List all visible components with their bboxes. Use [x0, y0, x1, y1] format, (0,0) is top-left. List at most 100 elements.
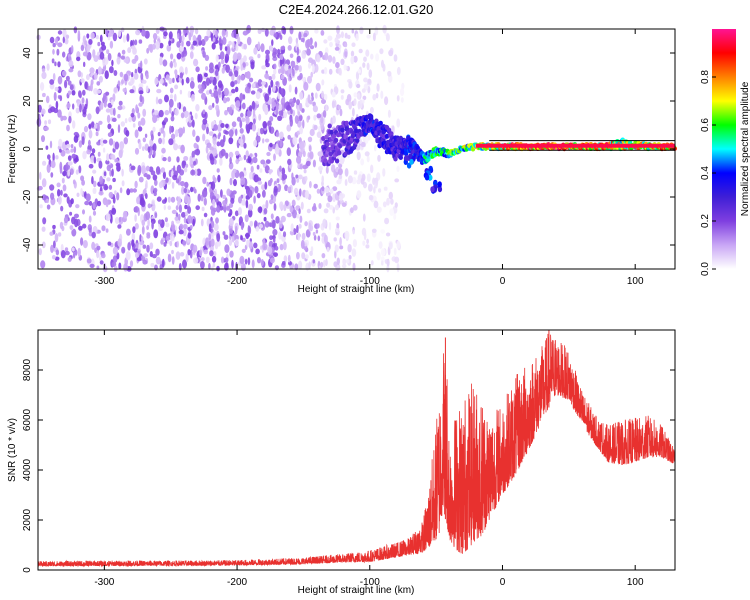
- heatmap-cell: [116, 252, 120, 260]
- heatmap-cell: [380, 256, 385, 263]
- heatmap-cell: [209, 89, 212, 94]
- heatmap-cell: [190, 186, 194, 193]
- heatmap-cell: [181, 186, 185, 195]
- heatmap-cell: [117, 105, 123, 111]
- heatmap-cell: [241, 102, 246, 110]
- heatmap-cell: [158, 137, 163, 145]
- heatmap-cell: [184, 204, 188, 210]
- heatmap-cell: [142, 259, 148, 265]
- snr-series: [37, 330, 676, 568]
- heatmap-cell: [343, 64, 347, 71]
- heatmap-cell: [117, 29, 122, 37]
- heatmap-cell: [341, 202, 347, 207]
- heatmap-cell: [170, 60, 173, 69]
- heatmap-cell: [71, 90, 76, 96]
- heatmap-cell: [100, 137, 105, 147]
- heatmap-cell: [81, 136, 85, 146]
- heatmap-cell: [228, 238, 233, 246]
- heatmap-cell: [278, 231, 282, 240]
- heatmap-cell: [192, 35, 197, 43]
- spectrogram-y-axis-label: Frequency (Hz): [7, 115, 18, 184]
- heatmap-cell: [69, 225, 74, 230]
- heatmap-cell: [110, 99, 114, 106]
- heatmap-cell: [362, 213, 366, 222]
- heatmap-cell: [278, 86, 282, 95]
- colorbar-tick-label: 0.2: [700, 214, 711, 228]
- heatmap-cell: [88, 139, 91, 147]
- heatmap-cell: [263, 208, 268, 215]
- heatmap-cell: [239, 255, 245, 265]
- heatmap-cell: [241, 237, 246, 242]
- heatmap-cell: [92, 180, 97, 188]
- heatmap-cell: [205, 77, 210, 86]
- heatmap-cell: [59, 95, 63, 102]
- heatmap-cell: [356, 190, 362, 199]
- heatmap-cell: [162, 157, 167, 162]
- heatmap-cell: [55, 249, 60, 256]
- heatmap-cell: [62, 51, 66, 58]
- heatmap-cell: [206, 126, 209, 135]
- heatmap-cell: [288, 84, 292, 93]
- heatmap-cell: [247, 257, 251, 266]
- heatmap-cell: [165, 235, 170, 242]
- heatmap-cell: [177, 201, 180, 206]
- heatmap-cell: [83, 125, 89, 133]
- heatmap-cell: [146, 244, 150, 253]
- heatmap-cell: [111, 207, 117, 215]
- heatmap-cell: [267, 246, 273, 255]
- heatmap-cell: [108, 184, 113, 190]
- heatmap-cell: [164, 82, 168, 87]
- heatmap-cell: [105, 91, 110, 96]
- heatmap-cell: [116, 192, 120, 201]
- heatmap-cell: [47, 119, 52, 125]
- heatmap-cell: [58, 138, 63, 147]
- heatmap-cell: [299, 102, 303, 112]
- heatmap-cell: [109, 170, 112, 177]
- heatmap-cell: [364, 151, 370, 157]
- heatmap-cell: [268, 76, 272, 81]
- heatmap-cell: [62, 170, 67, 177]
- heatmap-cell: [246, 110, 252, 117]
- heatmap-cell: [228, 203, 234, 208]
- heatmap-cell: [317, 151, 323, 157]
- heatmap-cell: [129, 260, 134, 268]
- heatmap-cell: [311, 92, 314, 97]
- heatmap-cell: [116, 164, 121, 172]
- heatmap-cell: [305, 160, 311, 167]
- heatmap-cell: [295, 174, 299, 179]
- heatmap-cell: [69, 168, 74, 176]
- heatmap-cell: [52, 42, 56, 48]
- heatmap-cell: [73, 131, 79, 137]
- heatmap-cell: [278, 110, 283, 116]
- heatmap-cell: [116, 56, 121, 65]
- heatmap-cell: [243, 142, 247, 149]
- heatmap-cell: [273, 203, 277, 211]
- heatmap-cell: [229, 228, 234, 235]
- heatmap-cell: [183, 167, 188, 173]
- heatmap-cell: [49, 184, 55, 191]
- signal-core: [475, 143, 675, 148]
- heatmap-cell: [257, 180, 263, 185]
- heatmap-cell: [194, 168, 198, 177]
- snr-y-ticks: 0 2000 4000 6000 8000: [22, 358, 675, 573]
- heatmap-cell: [132, 226, 136, 234]
- heatmap-cell: [136, 196, 141, 205]
- heatmap-cell: [272, 84, 276, 92]
- heatmap-cell: [88, 163, 94, 169]
- heatmap-cell: [149, 242, 154, 250]
- heatmap-cell: [297, 231, 301, 241]
- heatmap-cell: [274, 146, 280, 155]
- heatmap-cell: [151, 220, 154, 230]
- heatmap-cell: [318, 203, 322, 209]
- heatmap-cell: [355, 33, 359, 41]
- heatmap-cell: [179, 72, 184, 79]
- heatmap-cell: [95, 106, 100, 115]
- heatmap-cell: [167, 156, 172, 163]
- heatmap-cell: [247, 225, 251, 234]
- heatmap-cell: [171, 111, 175, 118]
- heatmap-cell: [178, 229, 184, 235]
- heatmap-cell: [209, 146, 214, 151]
- heatmap-cell: [136, 256, 142, 262]
- heatmap-cell: [51, 255, 56, 260]
- heatmap-cell: [119, 71, 124, 78]
